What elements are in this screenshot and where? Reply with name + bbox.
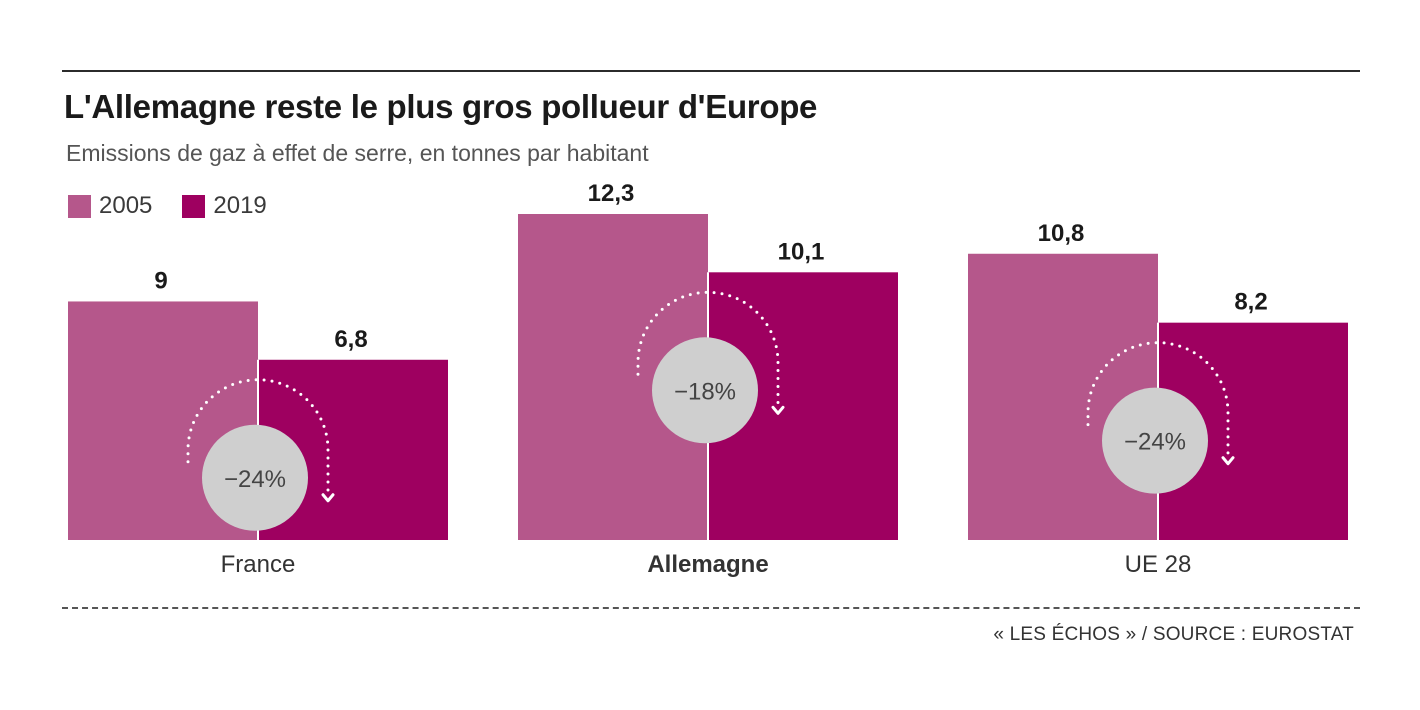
chart-title: L'Allemagne reste le plus gros pollueur … [64,88,818,125]
legend-swatch-2019 [182,194,206,218]
value-label-ue-28-2005: 10,8 [1038,220,1085,247]
chart-subtitle: Emissions de gaz à effet de serre, en to… [66,140,649,166]
change-label-ue-28: −24% [1124,429,1186,456]
change-label-allemagne: −18% [674,378,736,405]
change-badge-france [202,424,308,531]
category-label-allemagne: Allemagne [647,551,768,578]
category-label-ue-28: UE 28 [1125,551,1192,578]
value-label-allemagne-2019: 10,1 [778,238,825,265]
arrow-head-allemagne [771,405,785,415]
bottom-rule [62,607,1360,609]
change-badge-allemagne [652,337,758,444]
top-rule [62,70,1360,72]
value-label-allemagne-2005: 12,3 [588,180,635,207]
legend-label-2005: 2005 [99,192,153,219]
arc-arrow-ue-28 [1086,341,1230,457]
change-label-france: −24% [224,466,286,493]
category-label-france: France [221,551,296,578]
legend-label-2019: 2019 [213,192,267,219]
value-label-france-2005: 9 [154,267,167,294]
source-credit: « LES ÉCHOS » / SOURCE : EUROSTAT [993,624,1354,645]
value-label-france-2019: 6,8 [334,326,367,353]
arc-arrow-allemagne [636,290,780,406]
legend-swatch-2005 [68,194,91,218]
arrow-head-france [321,493,335,503]
arc-arrow-france [186,378,330,494]
legend-item-2005: 2005 [68,192,152,220]
legend-item-2019: 2019 [182,192,267,220]
change-badge-ue-28 [1102,387,1208,494]
legend: 2005 2019 [68,192,297,220]
value-label-ue-28-2019: 8,2 [1234,289,1267,316]
arrow-head-ue-28 [1221,456,1235,466]
